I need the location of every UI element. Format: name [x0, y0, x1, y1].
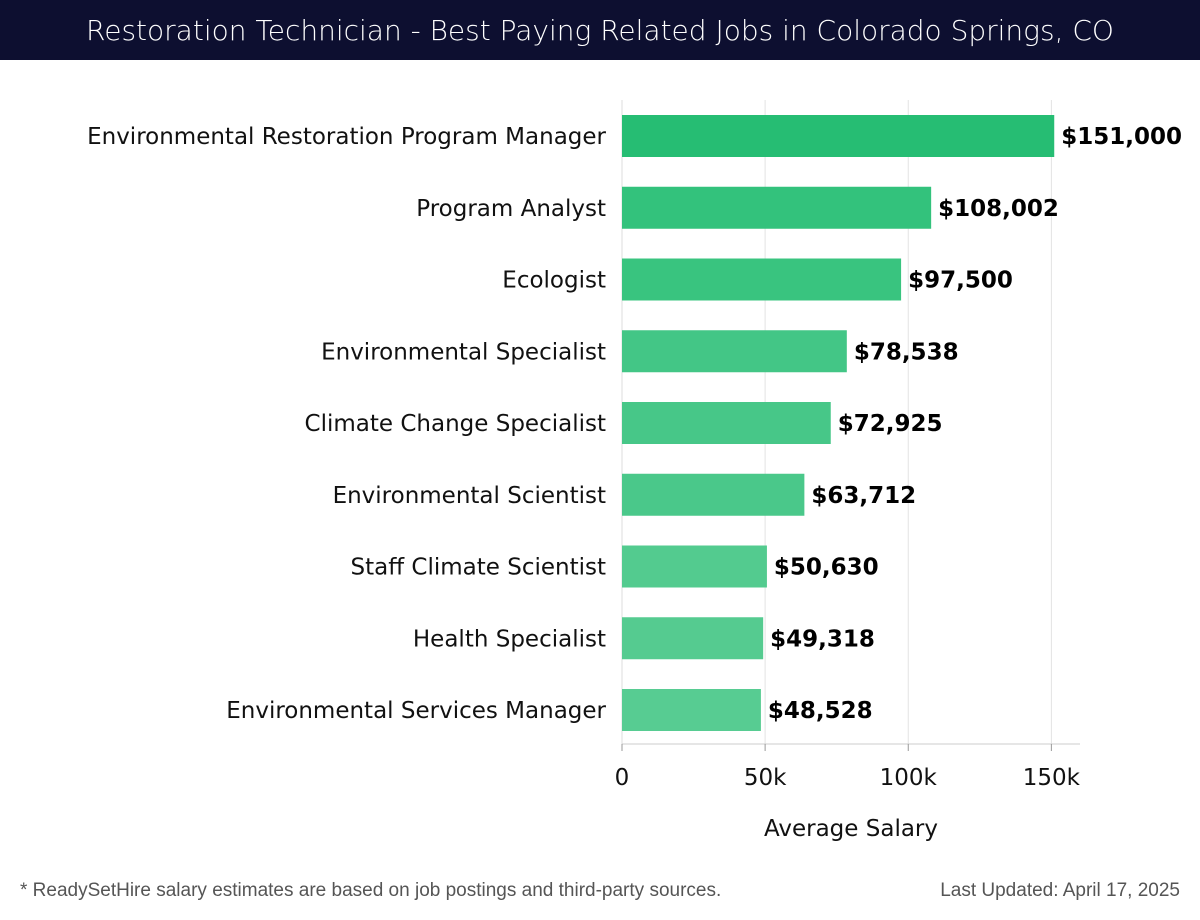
bar: [622, 258, 902, 301]
value-label: $108,002: [938, 196, 1059, 222]
chart-title: Restoration Technician - Best Paying Rel…: [86, 13, 1114, 47]
bar: [622, 689, 761, 731]
salary-bar-chart: 0 50k 100k 150k Environmental Restoration Pr…: [87, 100, 1182, 842]
category-label: Health Specialist: [413, 626, 606, 652]
bar: [622, 115, 1055, 157]
category-label: Program Analyst: [416, 196, 606, 222]
footer-note: * ReadySetHire salary estimates are base…: [20, 880, 722, 901]
bar: [622, 330, 847, 373]
x-axis-title: Average Salary: [764, 816, 938, 842]
value-label: $78,538: [854, 339, 959, 365]
title-bar: Restoration Technician - Best Paying Rel…: [0, 0, 1200, 60]
category-label: Staff Climate Scientist: [351, 555, 606, 581]
value-label: $49,318: [770, 626, 875, 652]
value-label: $72,925: [838, 411, 943, 437]
value-label: $48,528: [768, 698, 873, 724]
value-label: $63,712: [811, 483, 916, 509]
category-label: Ecologist: [502, 268, 606, 294]
value-label: $151,000: [1061, 124, 1182, 150]
bar: [622, 617, 764, 660]
bar: [622, 545, 767, 588]
x-tick-label: 0: [615, 765, 630, 791]
x-tick-label: 50k: [744, 765, 787, 791]
bar: [622, 402, 831, 444]
last-updated: Last Updated: April 17, 2025: [940, 880, 1180, 901]
bar: [622, 186, 932, 229]
category-label: Environmental Scientist: [333, 483, 606, 509]
category-label: Environmental Restoration Program Manage…: [87, 124, 606, 150]
value-label: $97,500: [908, 268, 1013, 294]
bar: [622, 473, 805, 516]
x-tick-label: 100k: [880, 765, 938, 791]
category-label: Environmental Services Manager: [226, 698, 606, 724]
category-label: Environmental Specialist: [321, 339, 606, 365]
category-label: Climate Change Specialist: [305, 411, 606, 437]
x-tick-label: 150k: [1023, 765, 1081, 791]
value-label: $50,630: [774, 555, 879, 581]
